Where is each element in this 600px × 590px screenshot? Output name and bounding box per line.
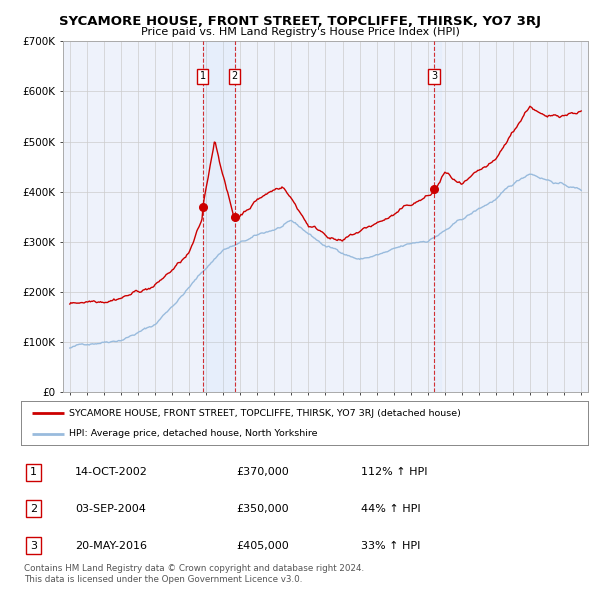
Text: 1: 1 bbox=[30, 467, 37, 477]
Text: £370,000: £370,000 bbox=[236, 467, 289, 477]
Bar bbox=[434, 41, 441, 392]
Text: Contains HM Land Registry data © Crown copyright and database right 2024.: Contains HM Land Registry data © Crown c… bbox=[24, 563, 364, 572]
Text: 3: 3 bbox=[431, 71, 437, 81]
Text: SYCAMORE HOUSE, FRONT STREET, TOPCLIFFE, THIRSK, YO7 3RJ: SYCAMORE HOUSE, FRONT STREET, TOPCLIFFE,… bbox=[59, 15, 541, 28]
Text: 112% ↑ HPI: 112% ↑ HPI bbox=[361, 467, 428, 477]
Text: HPI: Average price, detached house, North Yorkshire: HPI: Average price, detached house, Nort… bbox=[69, 429, 317, 438]
Text: £405,000: £405,000 bbox=[236, 540, 289, 550]
Text: SYCAMORE HOUSE, FRONT STREET, TOPCLIFFE, THIRSK, YO7 3RJ (detached house): SYCAMORE HOUSE, FRONT STREET, TOPCLIFFE,… bbox=[69, 409, 461, 418]
Text: 1: 1 bbox=[200, 71, 206, 81]
Text: 2: 2 bbox=[232, 71, 238, 81]
Text: 33% ↑ HPI: 33% ↑ HPI bbox=[361, 540, 421, 550]
Text: £350,000: £350,000 bbox=[236, 504, 289, 514]
Text: Price paid vs. HM Land Registry's House Price Index (HPI): Price paid vs. HM Land Registry's House … bbox=[140, 27, 460, 37]
Text: 20-MAY-2016: 20-MAY-2016 bbox=[75, 540, 147, 550]
Text: 44% ↑ HPI: 44% ↑ HPI bbox=[361, 504, 421, 514]
Text: 03-SEP-2004: 03-SEP-2004 bbox=[75, 504, 146, 514]
Text: This data is licensed under the Open Government Licence v3.0.: This data is licensed under the Open Gov… bbox=[24, 575, 302, 584]
Text: 14-OCT-2002: 14-OCT-2002 bbox=[75, 467, 148, 477]
Text: 3: 3 bbox=[30, 540, 37, 550]
Text: 2: 2 bbox=[30, 504, 37, 514]
Bar bbox=[203, 41, 235, 392]
